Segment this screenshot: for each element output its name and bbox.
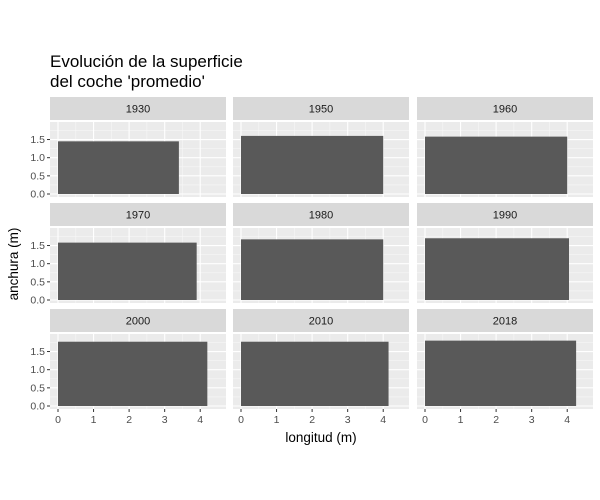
- facet-1950: 1950: [233, 97, 409, 197]
- x-tick-label: 3: [162, 414, 168, 426]
- facet-1980: 1980: [233, 203, 409, 303]
- facet-strip: [233, 203, 409, 226]
- bar-2010: [241, 341, 389, 406]
- bar-2000: [58, 341, 208, 406]
- facet-strip-label: 1930: [126, 104, 150, 116]
- bar-1980: [241, 239, 384, 300]
- bar-1950: [241, 135, 384, 194]
- facet-2018: 2018 0 1 2 3 4: [417, 309, 593, 426]
- facet-1990: 1990: [417, 203, 593, 303]
- y-tick-label: 1.5: [30, 134, 45, 146]
- facet-strip-label: 1990: [493, 210, 517, 222]
- y-tick-label: 0.5: [30, 276, 45, 288]
- bar-1970: [58, 242, 197, 300]
- facet-strip: [417, 97, 593, 120]
- x-tick-label: 0: [55, 414, 61, 426]
- y-tick-label: 0.5: [30, 170, 45, 182]
- x-tick-label: 0: [422, 414, 428, 426]
- y-tick-label: 0.0: [30, 401, 45, 413]
- facet-1930: 1930 0.0 0.5 1.0 1.5: [30, 97, 226, 201]
- x-tick-label: 4: [380, 414, 386, 426]
- facet-strip-label: 1980: [309, 210, 333, 222]
- facet-strip-label: 2010: [309, 316, 333, 328]
- x-tick-label: 1: [91, 414, 97, 426]
- y-tick-label: 0.0: [30, 295, 45, 307]
- x-tick-label: 3: [529, 414, 535, 426]
- facet-strip: [233, 97, 409, 120]
- chart-title-line-1: Evolución de la superficie: [50, 52, 243, 71]
- y-tick-label: 1.5: [30, 346, 45, 358]
- x-tick-label: 2: [126, 414, 132, 426]
- y-axis-title: anchura (m): [6, 228, 21, 301]
- facet-1960: 1960: [417, 97, 593, 197]
- bar-1990: [425, 238, 569, 300]
- x-tick-label: 2: [493, 414, 499, 426]
- facet-strip-label: 1960: [493, 104, 517, 116]
- facet-strip: [233, 309, 409, 332]
- y-tick-label: 1.5: [30, 240, 45, 252]
- y-tick-label: 1.0: [30, 258, 45, 270]
- y-tick-label: 1.0: [30, 364, 45, 376]
- y-tick-label: 0.5: [30, 382, 45, 394]
- x-tick-label: 1: [274, 414, 280, 426]
- bar-1930: [58, 141, 179, 194]
- y-tick-label: 1.0: [30, 152, 45, 164]
- x-tick-label: 1: [458, 414, 464, 426]
- facet-strip: [50, 309, 226, 332]
- facet-strip: [50, 203, 226, 226]
- facet-strip: [50, 97, 226, 120]
- facet-strip-label: 1970: [126, 210, 150, 222]
- chart-title-line-2: del coche 'promedio': [50, 72, 205, 91]
- x-axis-title: longitud (m): [285, 430, 356, 445]
- facet-strip-label: 2018: [493, 316, 517, 328]
- facet-1970: 1970 0.0 0.5 1.0 1.5: [30, 203, 226, 307]
- facet-2000: 2000 0.0 0.5 1.0 1.5 0 1 2 3 4: [30, 309, 226, 426]
- facet-strip: [417, 203, 593, 226]
- x-tick-label: 2: [309, 414, 315, 426]
- x-tick-label: 4: [564, 414, 570, 426]
- y-tick-label: 0.0: [30, 189, 45, 201]
- facet-strip-label: 1950: [309, 104, 333, 116]
- facet-strip: [417, 309, 593, 332]
- facet-panels: 1930 0.0 0.5 1.0 1.5 1950 1960 1970 0.0 0.5 1.0 1.5…: [30, 97, 593, 426]
- x-tick-label: 3: [345, 414, 351, 426]
- x-tick-label: 4: [197, 414, 203, 426]
- facet-2010: 2010 0 1 2 3 4: [233, 309, 409, 426]
- facet-strip-label: 2000: [126, 316, 150, 328]
- bar-2018: [425, 340, 577, 406]
- x-tick-label: 0: [238, 414, 244, 426]
- bar-1960: [425, 136, 568, 194]
